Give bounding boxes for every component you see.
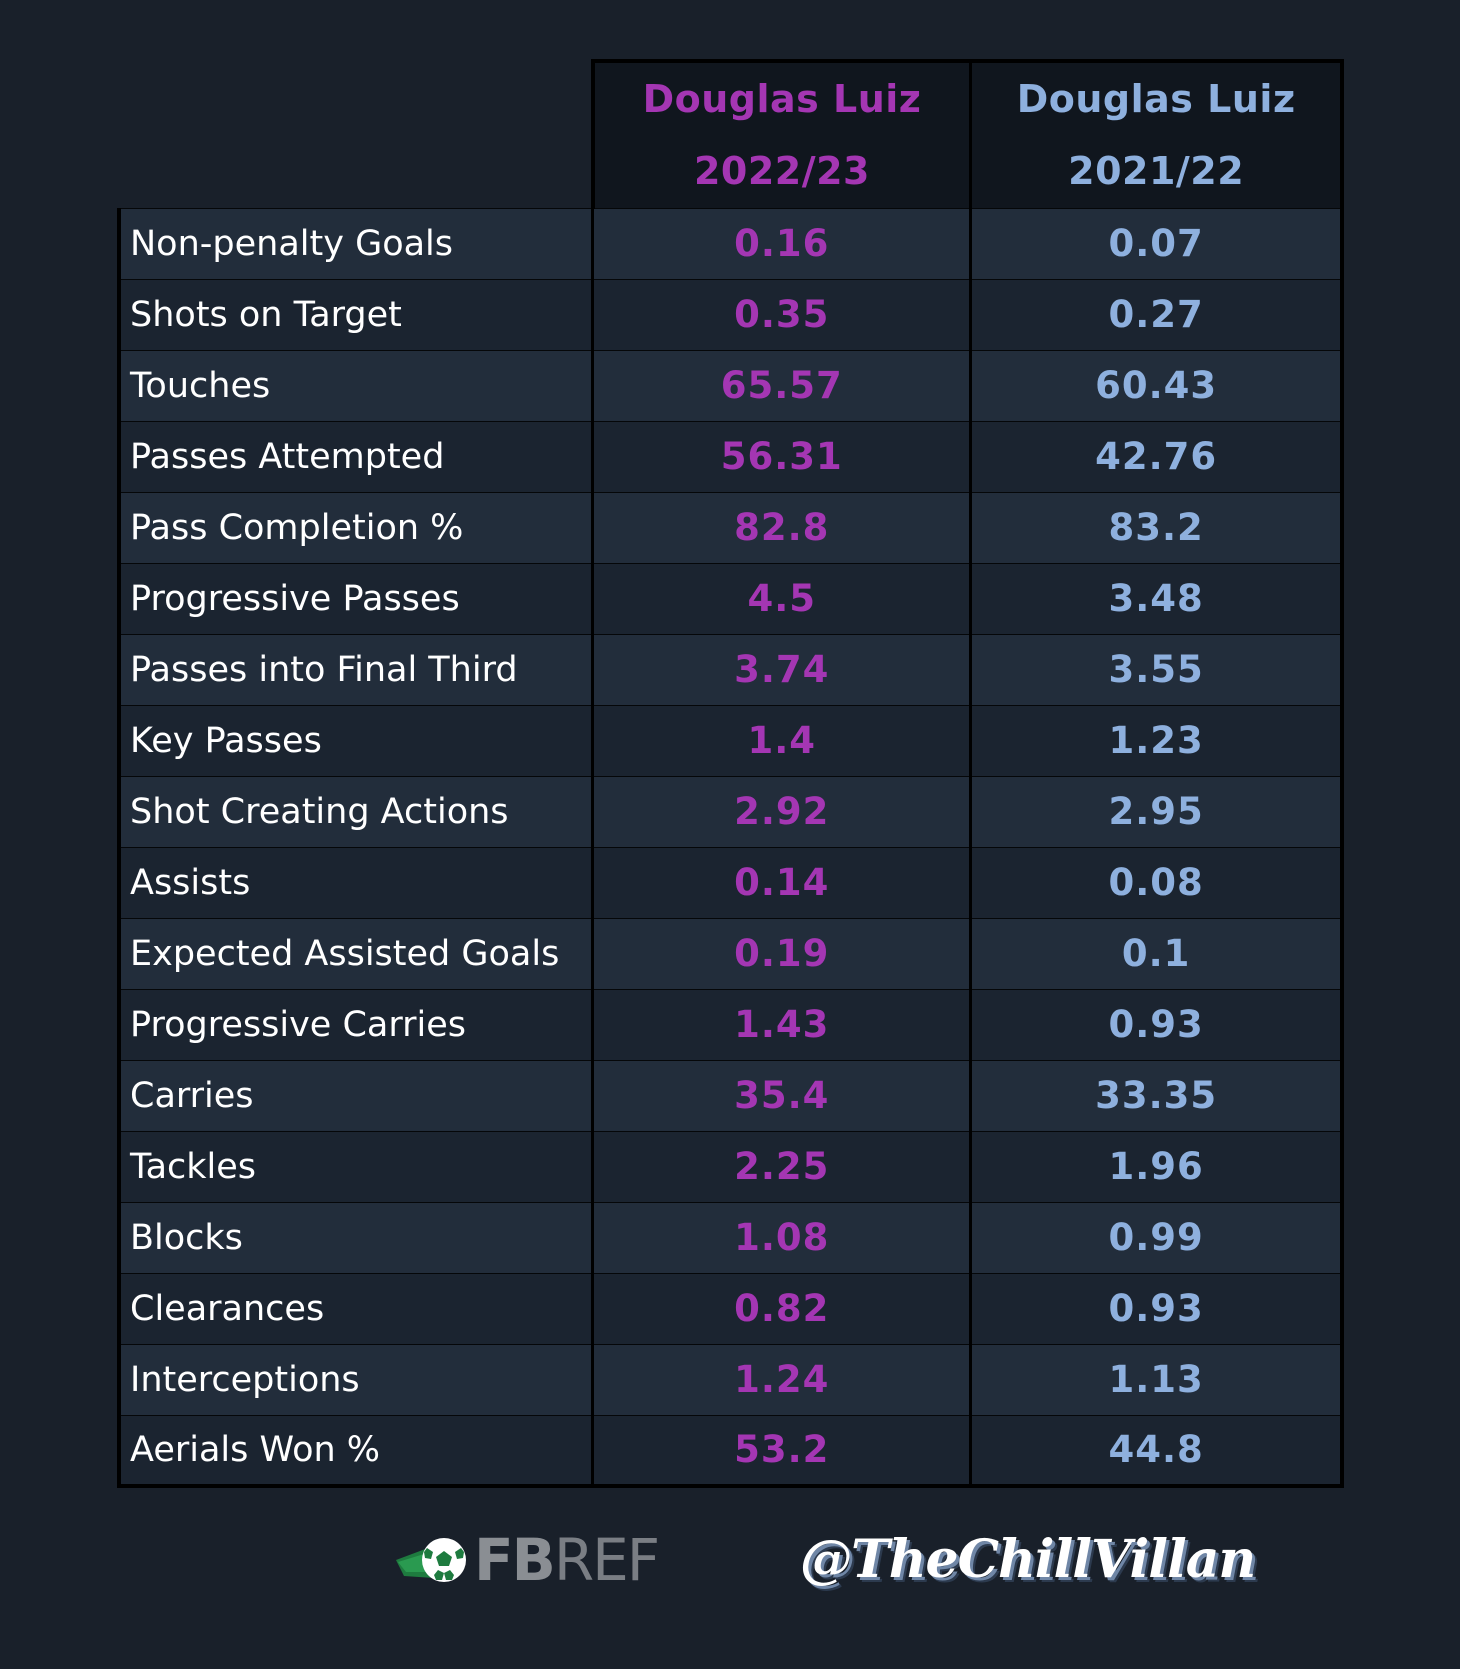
stat-label: Shots on Target [117,278,595,351]
header-col-b-season: 2021/22 [1068,149,1245,194]
header-row: Douglas Luiz 2022/23 Douglas Luiz 2021/2… [119,59,1345,208]
stat-row: Shots on Target 0.35 0.27 [117,278,1345,351]
stat-value-col-a: 56.31 [592,420,973,493]
stat-label: Interceptions [117,1343,595,1416]
stat-row: Assists 0.14 0.08 [117,846,1345,919]
soccer-ball-icon [394,1532,470,1588]
stat-label: Blocks [117,1201,595,1274]
stat-value-col-b: 83.2 [970,491,1345,564]
stat-value-col-b: 42.76 [970,420,1345,493]
stat-value-col-a: 0.82 [592,1272,973,1345]
stat-row: Progressive Carries 1.43 0.93 [117,988,1345,1061]
stat-value-col-b: 1.13 [970,1343,1345,1416]
stat-label: Expected Assisted Goals [117,917,595,990]
stat-value-col-b: 0.99 [970,1201,1345,1274]
stat-label: Tackles [117,1130,595,1203]
stat-row: Blocks 1.08 0.99 [117,1201,1345,1274]
fbref-wordmark: FBREF [474,1526,660,1594]
stat-value-col-b: 1.23 [970,704,1345,777]
fbref-logo: FBREF [394,1526,660,1594]
stat-label: Passes Attempted [117,420,595,493]
author-handle: @TheChillVillan [800,1529,1256,1590]
stat-label: Aerials Won % [117,1414,595,1488]
stat-row: Aerials Won % 53.2 44.8 [117,1414,1345,1488]
stat-value-col-a: 0.16 [592,207,973,280]
header-blank-cell [119,61,593,208]
stat-value-col-a: 82.8 [592,491,973,564]
stat-row: Carries 35.4 33.35 [117,1059,1345,1132]
stat-value-col-a: 1.24 [592,1343,973,1416]
stat-value-col-b: 0.93 [970,1272,1345,1345]
stat-label: Assists [117,846,595,919]
stat-value-col-b: 2.95 [970,775,1345,848]
header-col-a-season: 2022/23 [693,149,870,194]
header-col-b: Douglas Luiz 2021/22 [970,59,1345,208]
stat-label: Carries [117,1059,595,1132]
stat-value-col-a: 0.14 [592,846,973,919]
stat-value-col-b: 0.93 [970,988,1345,1061]
stat-label: Pass Completion % [117,491,595,564]
stat-row: Shot Creating Actions 2.92 2.95 [117,775,1345,848]
stat-value-col-a: 3.74 [592,633,973,706]
stat-value-col-a: 1.4 [592,704,973,777]
stat-label: Shot Creating Actions [117,775,595,848]
stat-label: Key Passes [117,704,595,777]
stat-row: Tackles 2.25 1.96 [117,1130,1345,1203]
fbref-wordmark-light: REF [553,1526,660,1594]
stat-label: Touches [117,349,595,422]
stat-row: Key Passes 1.4 1.23 [117,704,1345,777]
stat-value-col-a: 0.35 [592,278,973,351]
stat-row: Passes Attempted 56.31 42.76 [117,420,1345,493]
stat-value-col-b: 0.1 [970,917,1345,990]
header-col-a-name: Douglas Luiz [642,77,922,122]
stat-value-col-a: 1.43 [592,988,973,1061]
stat-value-col-b: 60.43 [970,349,1345,422]
stat-row: Expected Assisted Goals 0.19 0.1 [117,917,1345,990]
header-col-a: Douglas Luiz 2022/23 [590,59,973,208]
stat-row: Non-penalty Goals 0.16 0.07 [117,207,1345,280]
stat-value-col-b: 44.8 [970,1414,1345,1488]
stat-label: Progressive Passes [117,562,595,635]
stat-value-col-b: 3.48 [970,562,1345,635]
stat-value-col-a: 4.5 [592,562,973,635]
stat-value-col-b: 3.55 [970,633,1345,706]
stat-value-col-a: 2.25 [592,1130,973,1203]
footer: FBREF @TheChillVillan [0,1520,1460,1600]
stat-label: Progressive Carries [117,988,595,1061]
stat-label: Passes into Final Third [117,633,595,706]
stat-value-col-b: 1.96 [970,1130,1345,1203]
stat-value-col-b: 33.35 [970,1059,1345,1132]
stat-value-col-b: 0.07 [970,207,1345,280]
stat-value-col-a: 2.92 [592,775,973,848]
stat-label: Non-penalty Goals [117,207,595,280]
stat-row: Clearances 0.82 0.93 [117,1272,1345,1345]
stat-row: Progressive Passes 4.5 3.48 [117,562,1345,635]
stat-row: Pass Completion % 82.8 83.2 [117,491,1345,564]
stat-value-col-b: 0.27 [970,278,1345,351]
stat-label: Clearances [117,1272,595,1345]
stat-value-col-a: 0.19 [592,917,973,990]
comparison-table: Douglas Luiz 2022/23 Douglas Luiz 2021/2… [117,59,1345,1488]
stat-row: Interceptions 1.24 1.13 [117,1343,1345,1416]
stat-value-col-a: 1.08 [592,1201,973,1274]
stat-row: Touches 65.57 60.43 [117,349,1345,422]
stat-value-col-a: 53.2 [592,1414,973,1488]
stat-row: Passes into Final Third 3.74 3.55 [117,633,1345,706]
stat-value-col-a: 35.4 [592,1059,973,1132]
stat-value-col-a: 65.57 [592,349,973,422]
stat-value-col-b: 0.08 [970,846,1345,919]
fbref-wordmark-bold: FB [474,1526,556,1594]
header-col-b-name: Douglas Luiz [1016,77,1296,122]
